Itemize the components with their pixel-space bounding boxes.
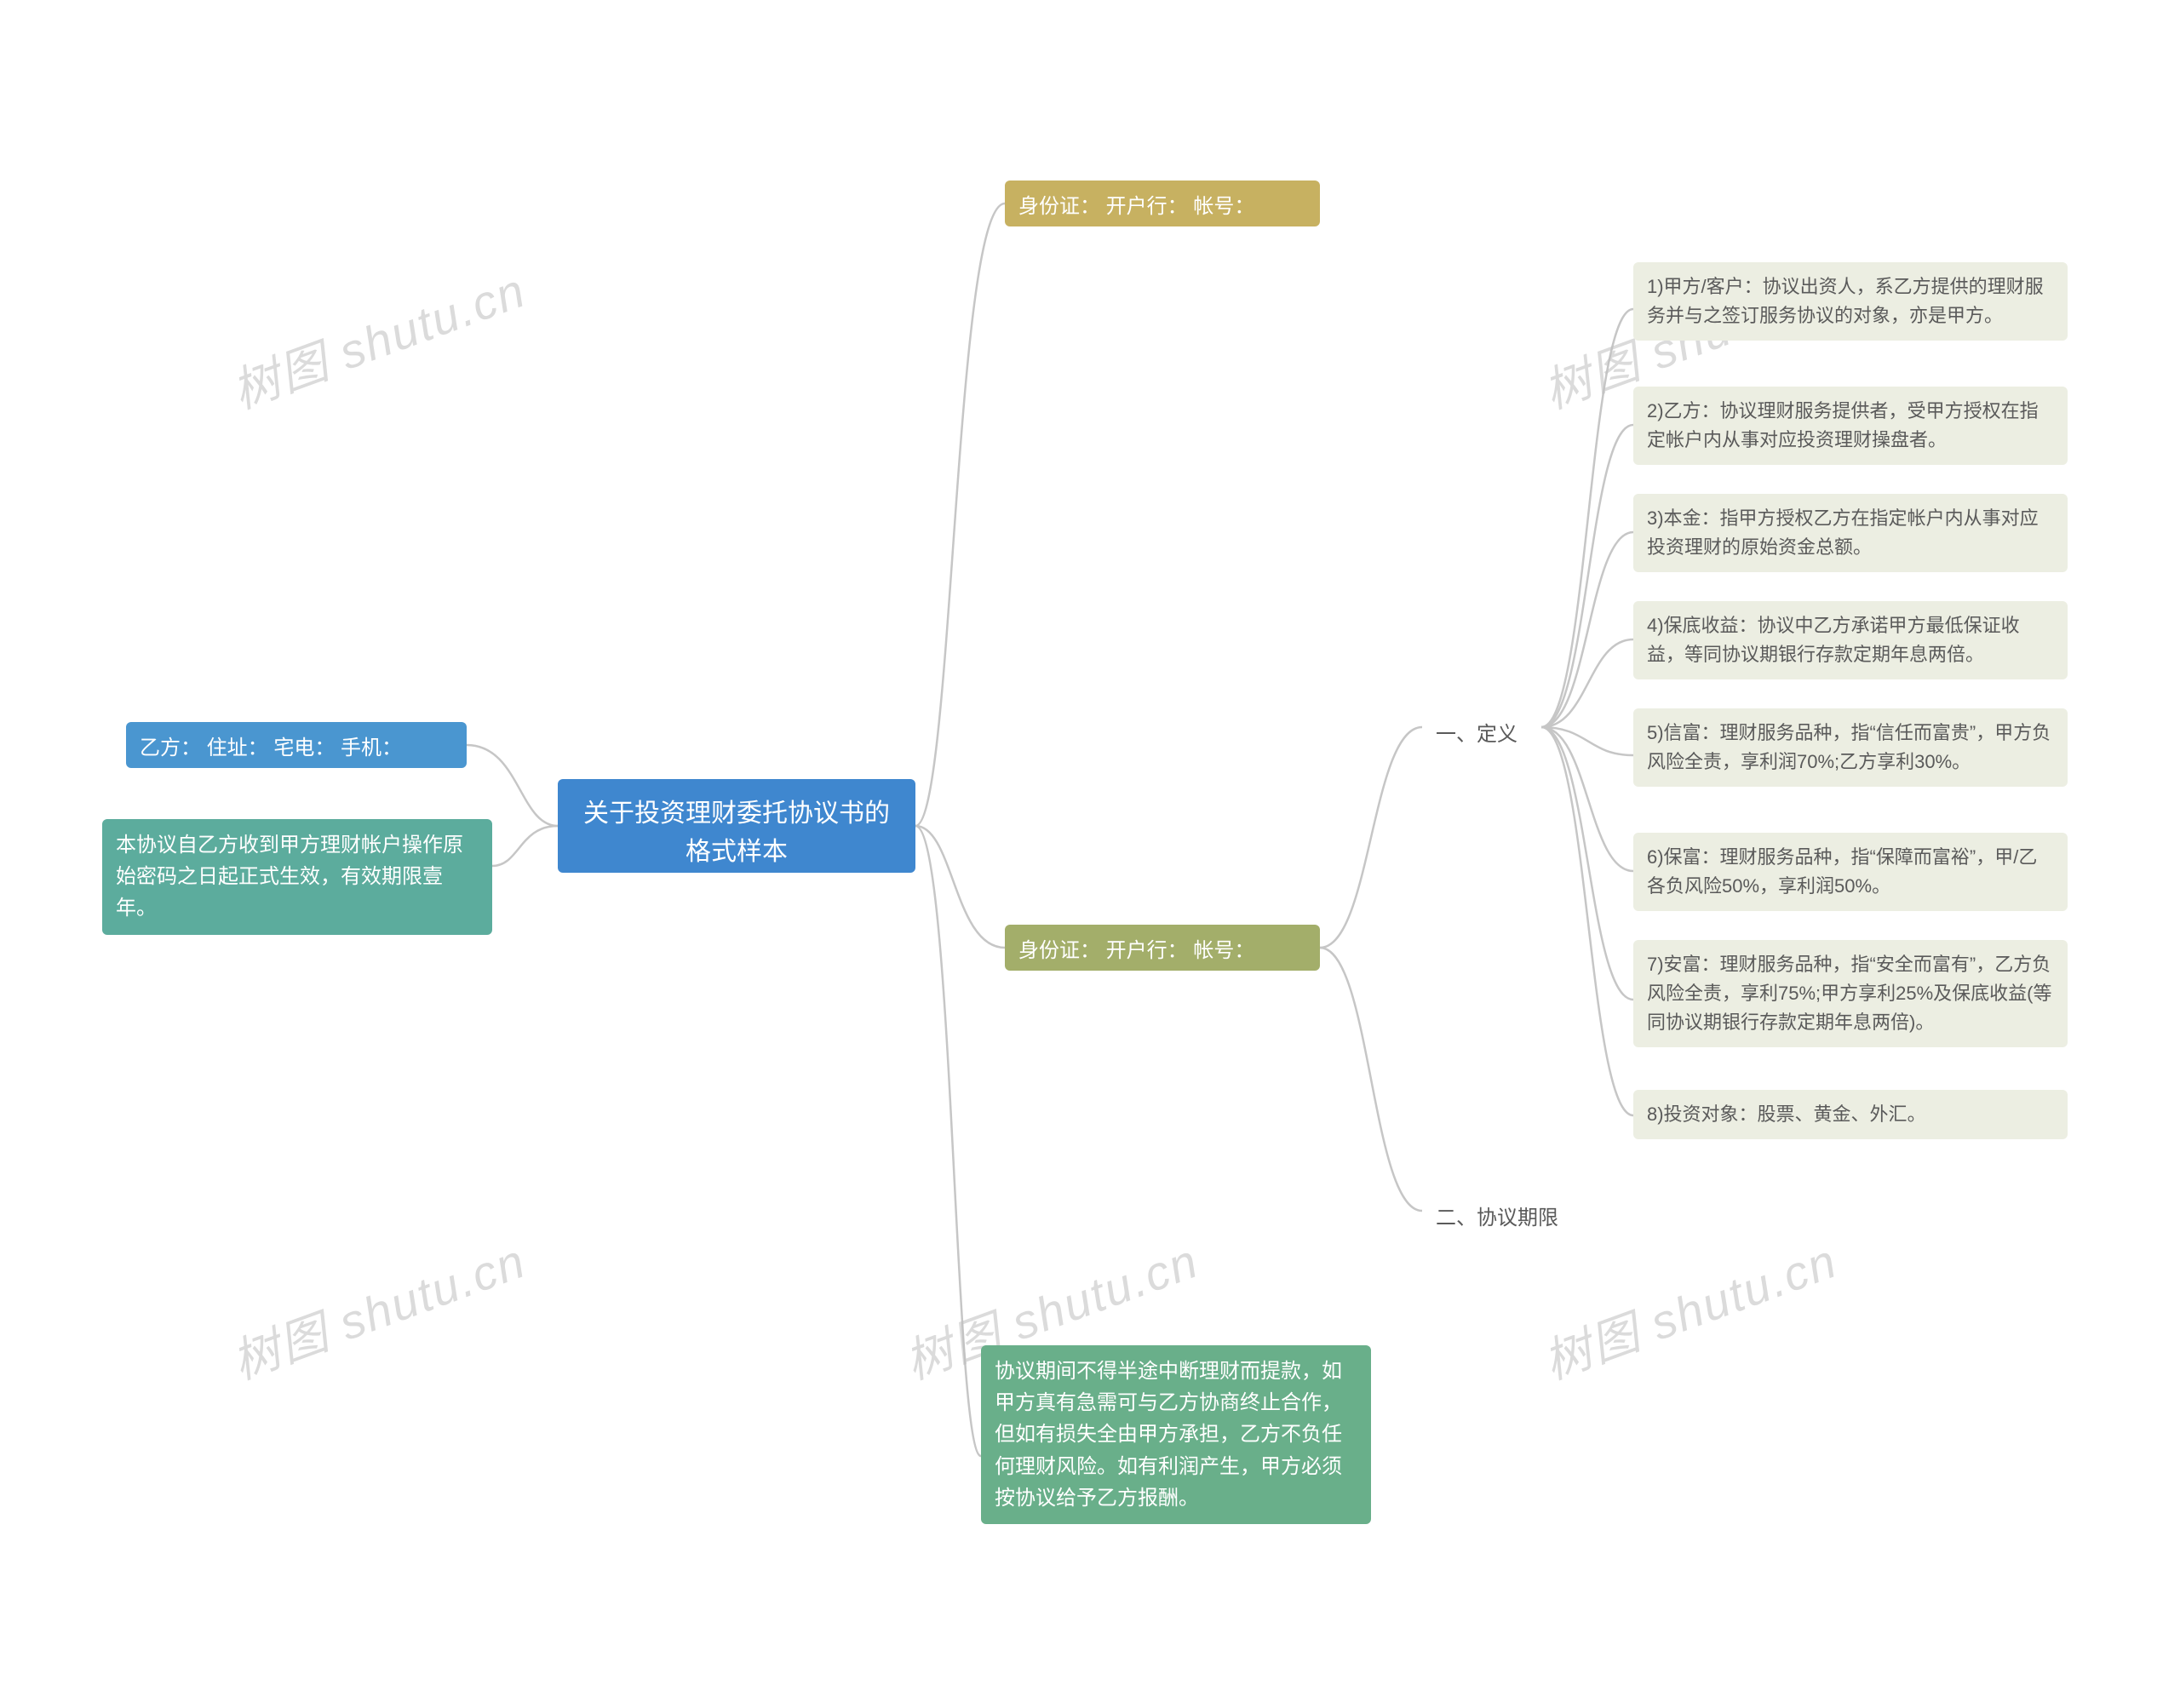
node-section-definitions[interactable]: 一、定义 [1422, 708, 1541, 746]
leaf-definition-6[interactable]: 6)保富：理财服务品种，指“保障而富裕”，甲/乙各负风险50%，享利润50%。 [1633, 833, 2068, 911]
leaf-definition-8[interactable]: 8)投资对象：股票、黄金、外汇。 [1633, 1090, 2068, 1139]
root-node[interactable]: 关于投资理财委托协议书的格式样本 [558, 779, 915, 873]
node-party-b-info[interactable]: 乙方： 住址： 宅电： 手机： [126, 722, 467, 768]
leaf-definition-1[interactable]: 1)甲方/客户：协议出资人，系乙方提供的理财服务并与之签订服务协议的对象，亦是甲… [1633, 262, 2068, 341]
node-effective-clause[interactable]: 本协议自乙方收到甲方理财帐户操作原始密码之日起正式生效，有效期限壹年。 [102, 819, 492, 935]
node-id-account-2[interactable]: 身份证： 开户行： 帐号： [1005, 925, 1320, 971]
leaf-definition-3[interactable]: 3)本金：指甲方授权乙方在指定帐户内从事对应投资理财的原始资金总额。 [1633, 494, 2068, 572]
node-section-term[interactable]: 二、协议期限 [1422, 1192, 1584, 1229]
watermark: 树图 shutu.cn [221, 252, 534, 422]
leaf-definition-4[interactable]: 4)保底收益：协议中乙方承诺甲方最低保证收益，等同协议期银行存款定期年息两倍。 [1633, 601, 2068, 679]
watermark: 树图 shutu.cn [1533, 1223, 1845, 1393]
leaf-definition-5[interactable]: 5)信富：理财服务品种，指“信任而富贵”，甲方负风险全责，享利润70%;乙方享利… [1633, 708, 2068, 787]
mindmap-canvas: 树图 shutu.cn 树图 shutu.cn 树图 shutu.cn 树图 s… [0, 0, 2180, 1708]
node-id-account-1[interactable]: 身份证： 开户行： 帐号： [1005, 181, 1320, 226]
watermark: 树图 shutu.cn [221, 1223, 534, 1393]
node-agreement-terms[interactable]: 协议期间不得半途中断理财而提款，如甲方真有急需可与乙方协商终止合作，但如有损失全… [981, 1345, 1371, 1524]
leaf-definition-7[interactable]: 7)安富：理财服务品种，指“安全而富有”，乙方负风险全责，享利75%;甲方享利2… [1633, 940, 2068, 1047]
leaf-definition-2[interactable]: 2)乙方：协议理财服务提供者，受甲方授权在指定帐户内从事对应投资理财操盘者。 [1633, 387, 2068, 465]
